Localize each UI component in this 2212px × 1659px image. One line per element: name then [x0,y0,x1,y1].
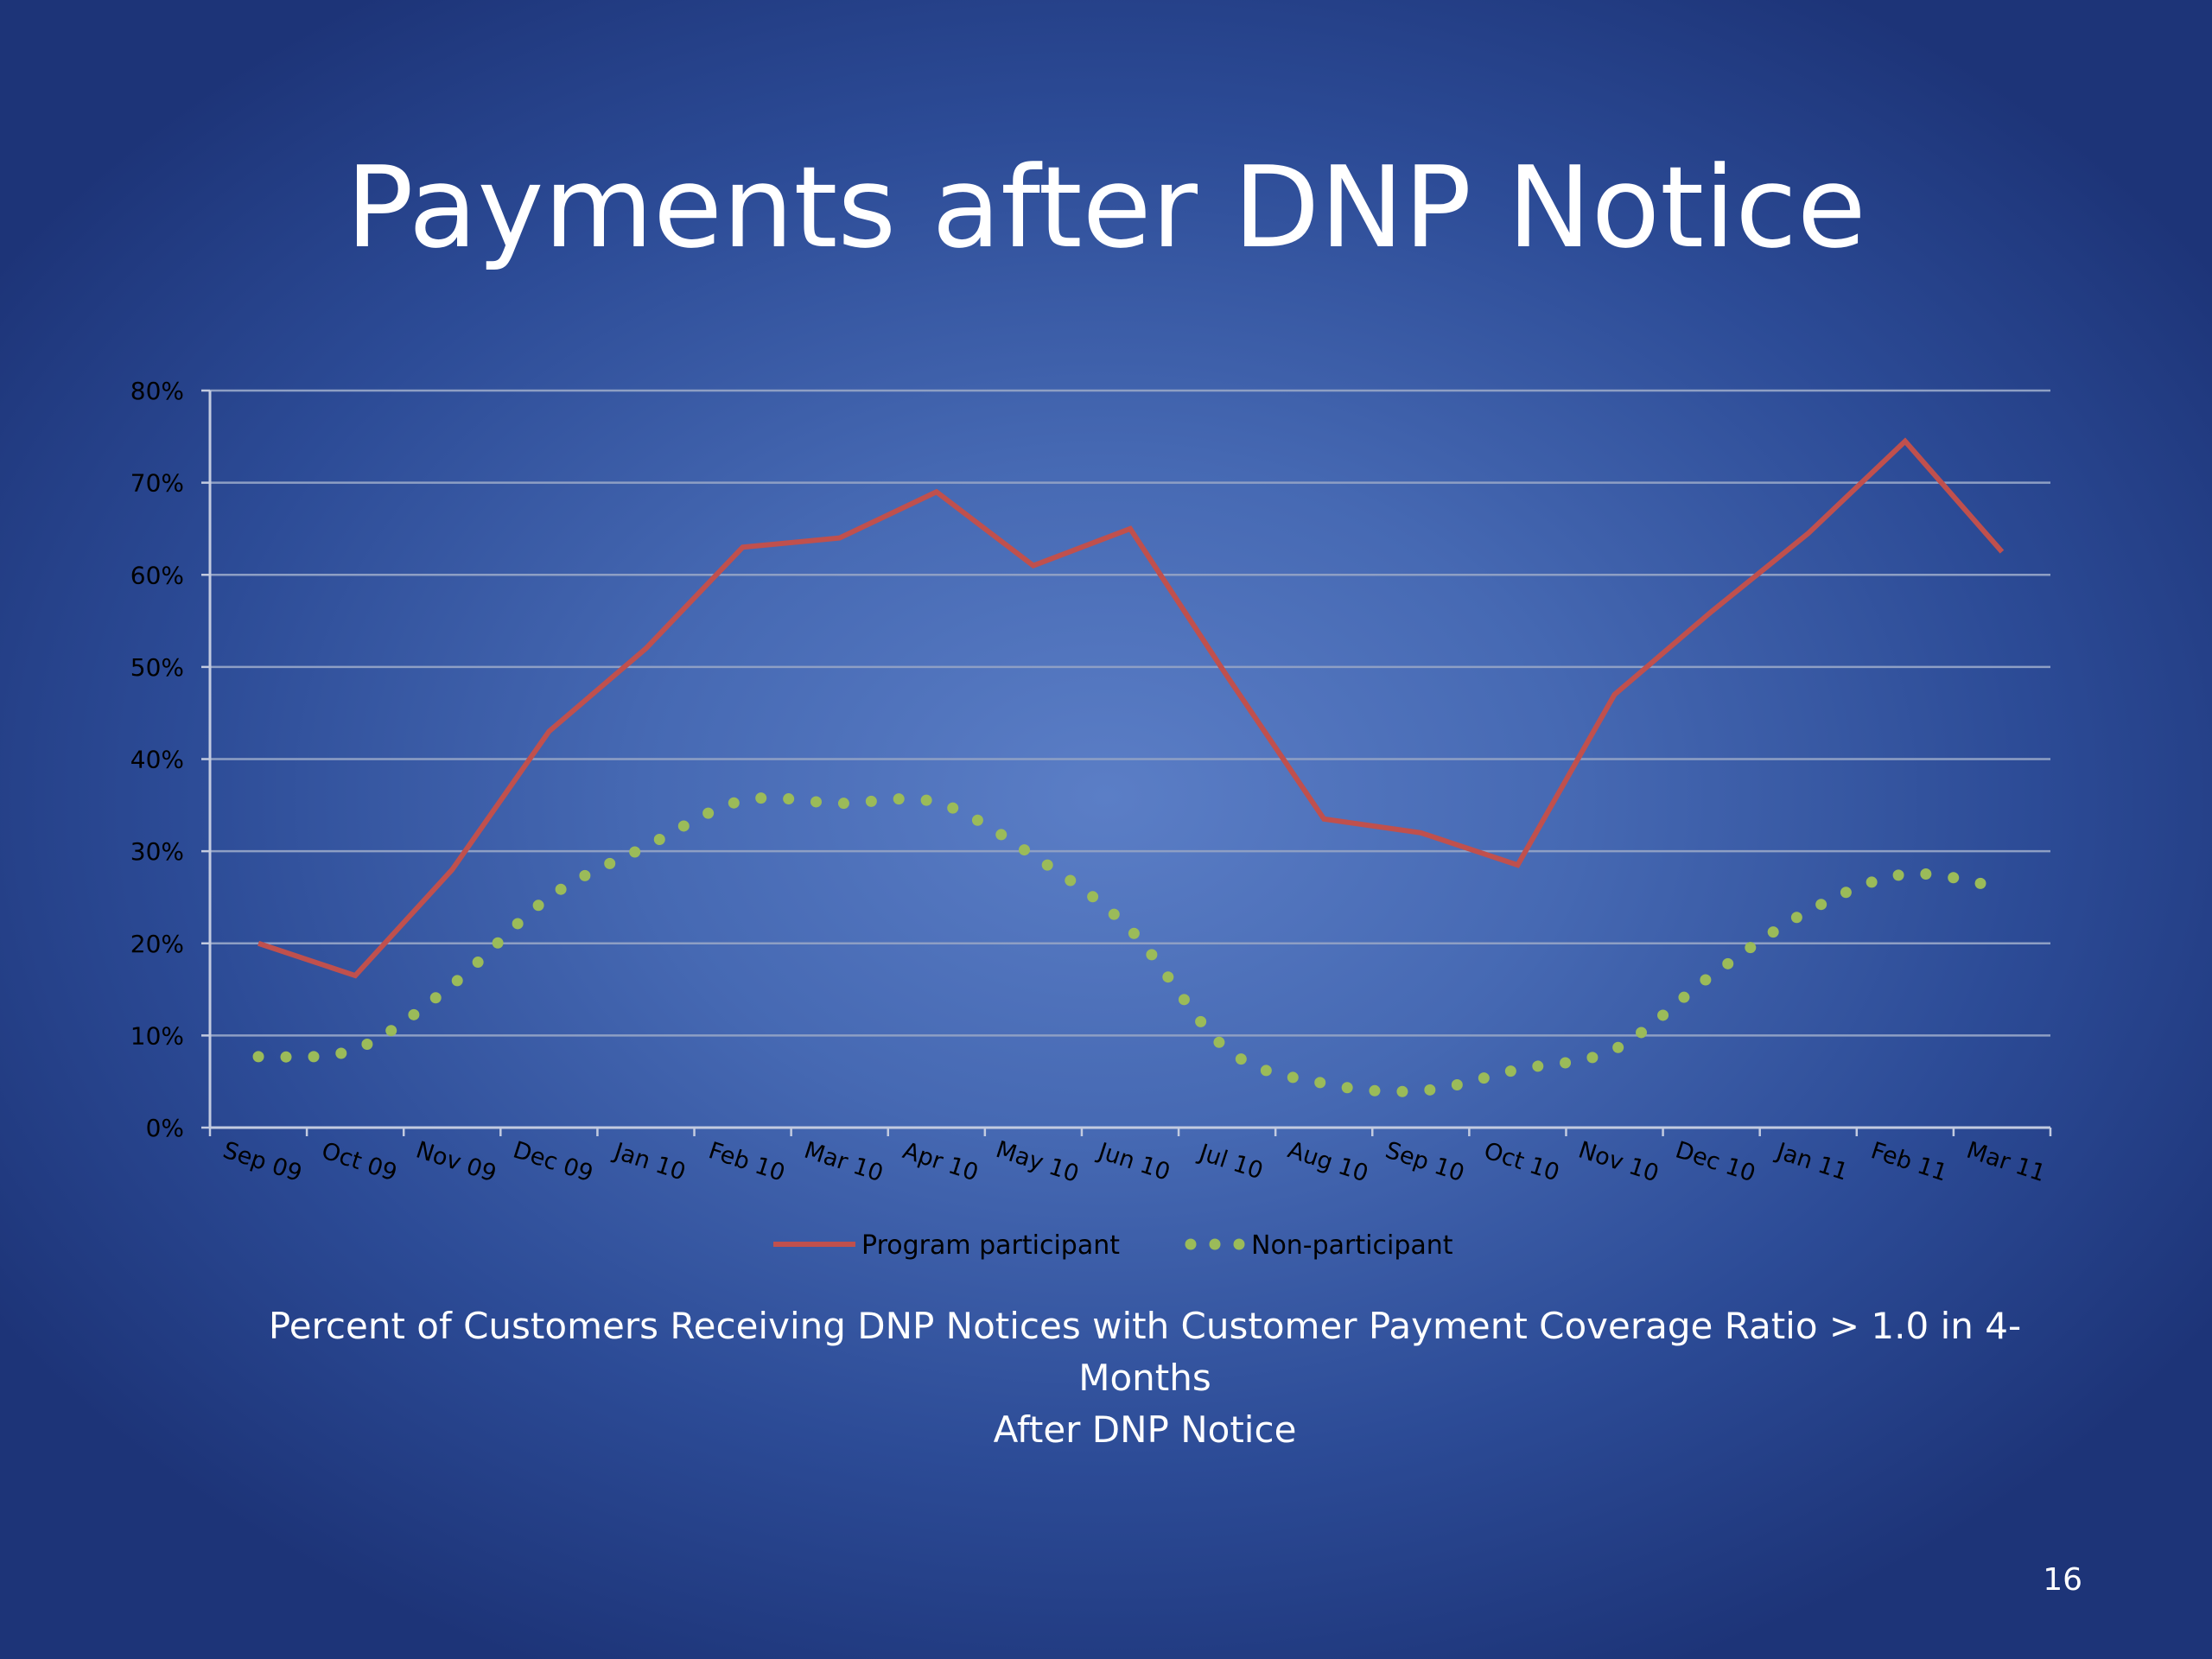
x-tick-label: Mar 10 [801,1137,887,1187]
x-tick-label: Jan 11 [1771,1137,1851,1185]
x-tick-label: Dec 09 [510,1136,596,1187]
legend-swatch-dot [1209,1238,1221,1250]
series-line-non-participant [252,791,2008,1097]
y-tick-label: 20% [130,930,184,958]
x-tick-label: Jul 10 [1194,1139,1266,1185]
series-lines [252,437,2008,1097]
legend-label-program-participant: Program participant [861,1230,1120,1261]
legend-label-non-participant: Non-participant [1251,1230,1453,1261]
series-line-program-participant [257,437,2005,979]
y-tick-label: 60% [130,561,184,589]
legend-swatch-dot [1185,1238,1197,1250]
tick-labels: 0% 10% 20% 30% 40% 50% 60% 70% 80% Sep 09 Oct 09 No… [130,377,2049,1188]
x-tick-label: Oct 09 [318,1137,400,1186]
y-tick-label: 0% [146,1114,184,1142]
x-tick-label: Jan 10 [609,1137,689,1185]
x-tick-label: Oct 10 [1481,1137,1563,1186]
x-tick-label: May 10 [993,1136,1083,1188]
x-tick-label: Feb 10 [705,1137,788,1187]
x-tick-label: Nov 09 [413,1136,500,1187]
legend: Program participant Non-participant [773,1230,1453,1261]
y-tick-label: 30% [130,837,184,866]
gridlines [210,389,2050,1037]
slide-title: Payments after DNP Notice [346,142,1866,273]
x-tick-label: Feb 11 [1868,1137,1951,1187]
x-tick-label: Aug 10 [1285,1136,1372,1187]
caption-line-2: After DNP Notice [993,1408,1297,1451]
y-tick-label: 50% [130,653,184,682]
page-number: 16 [2043,1562,2082,1598]
x-tick-label: Dec 10 [1672,1136,1758,1187]
x-tick-label: Sep 09 [219,1137,305,1187]
caption-line-1: Percent of Customers Receiving DNP Notic… [268,1305,2022,1399]
axes [201,389,2052,1136]
y-tick-label: 10% [130,1021,184,1050]
x-tick-label: Mar 11 [1963,1137,2049,1187]
x-tick-label: Apr 10 [899,1137,982,1186]
y-tick-label: 40% [130,746,184,774]
x-tick-label: Jun 10 [1093,1137,1173,1185]
x-tick-label: Nov 10 [1575,1136,1662,1187]
y-tick-label: 80% [130,377,184,405]
chart-caption: Percent of Customers Receiving DNP Notic… [207,1300,2082,1456]
y-tick-label: 70% [130,469,184,498]
legend-swatch-dot [1233,1238,1245,1250]
x-tick-label: Sep 10 [1382,1137,1468,1187]
